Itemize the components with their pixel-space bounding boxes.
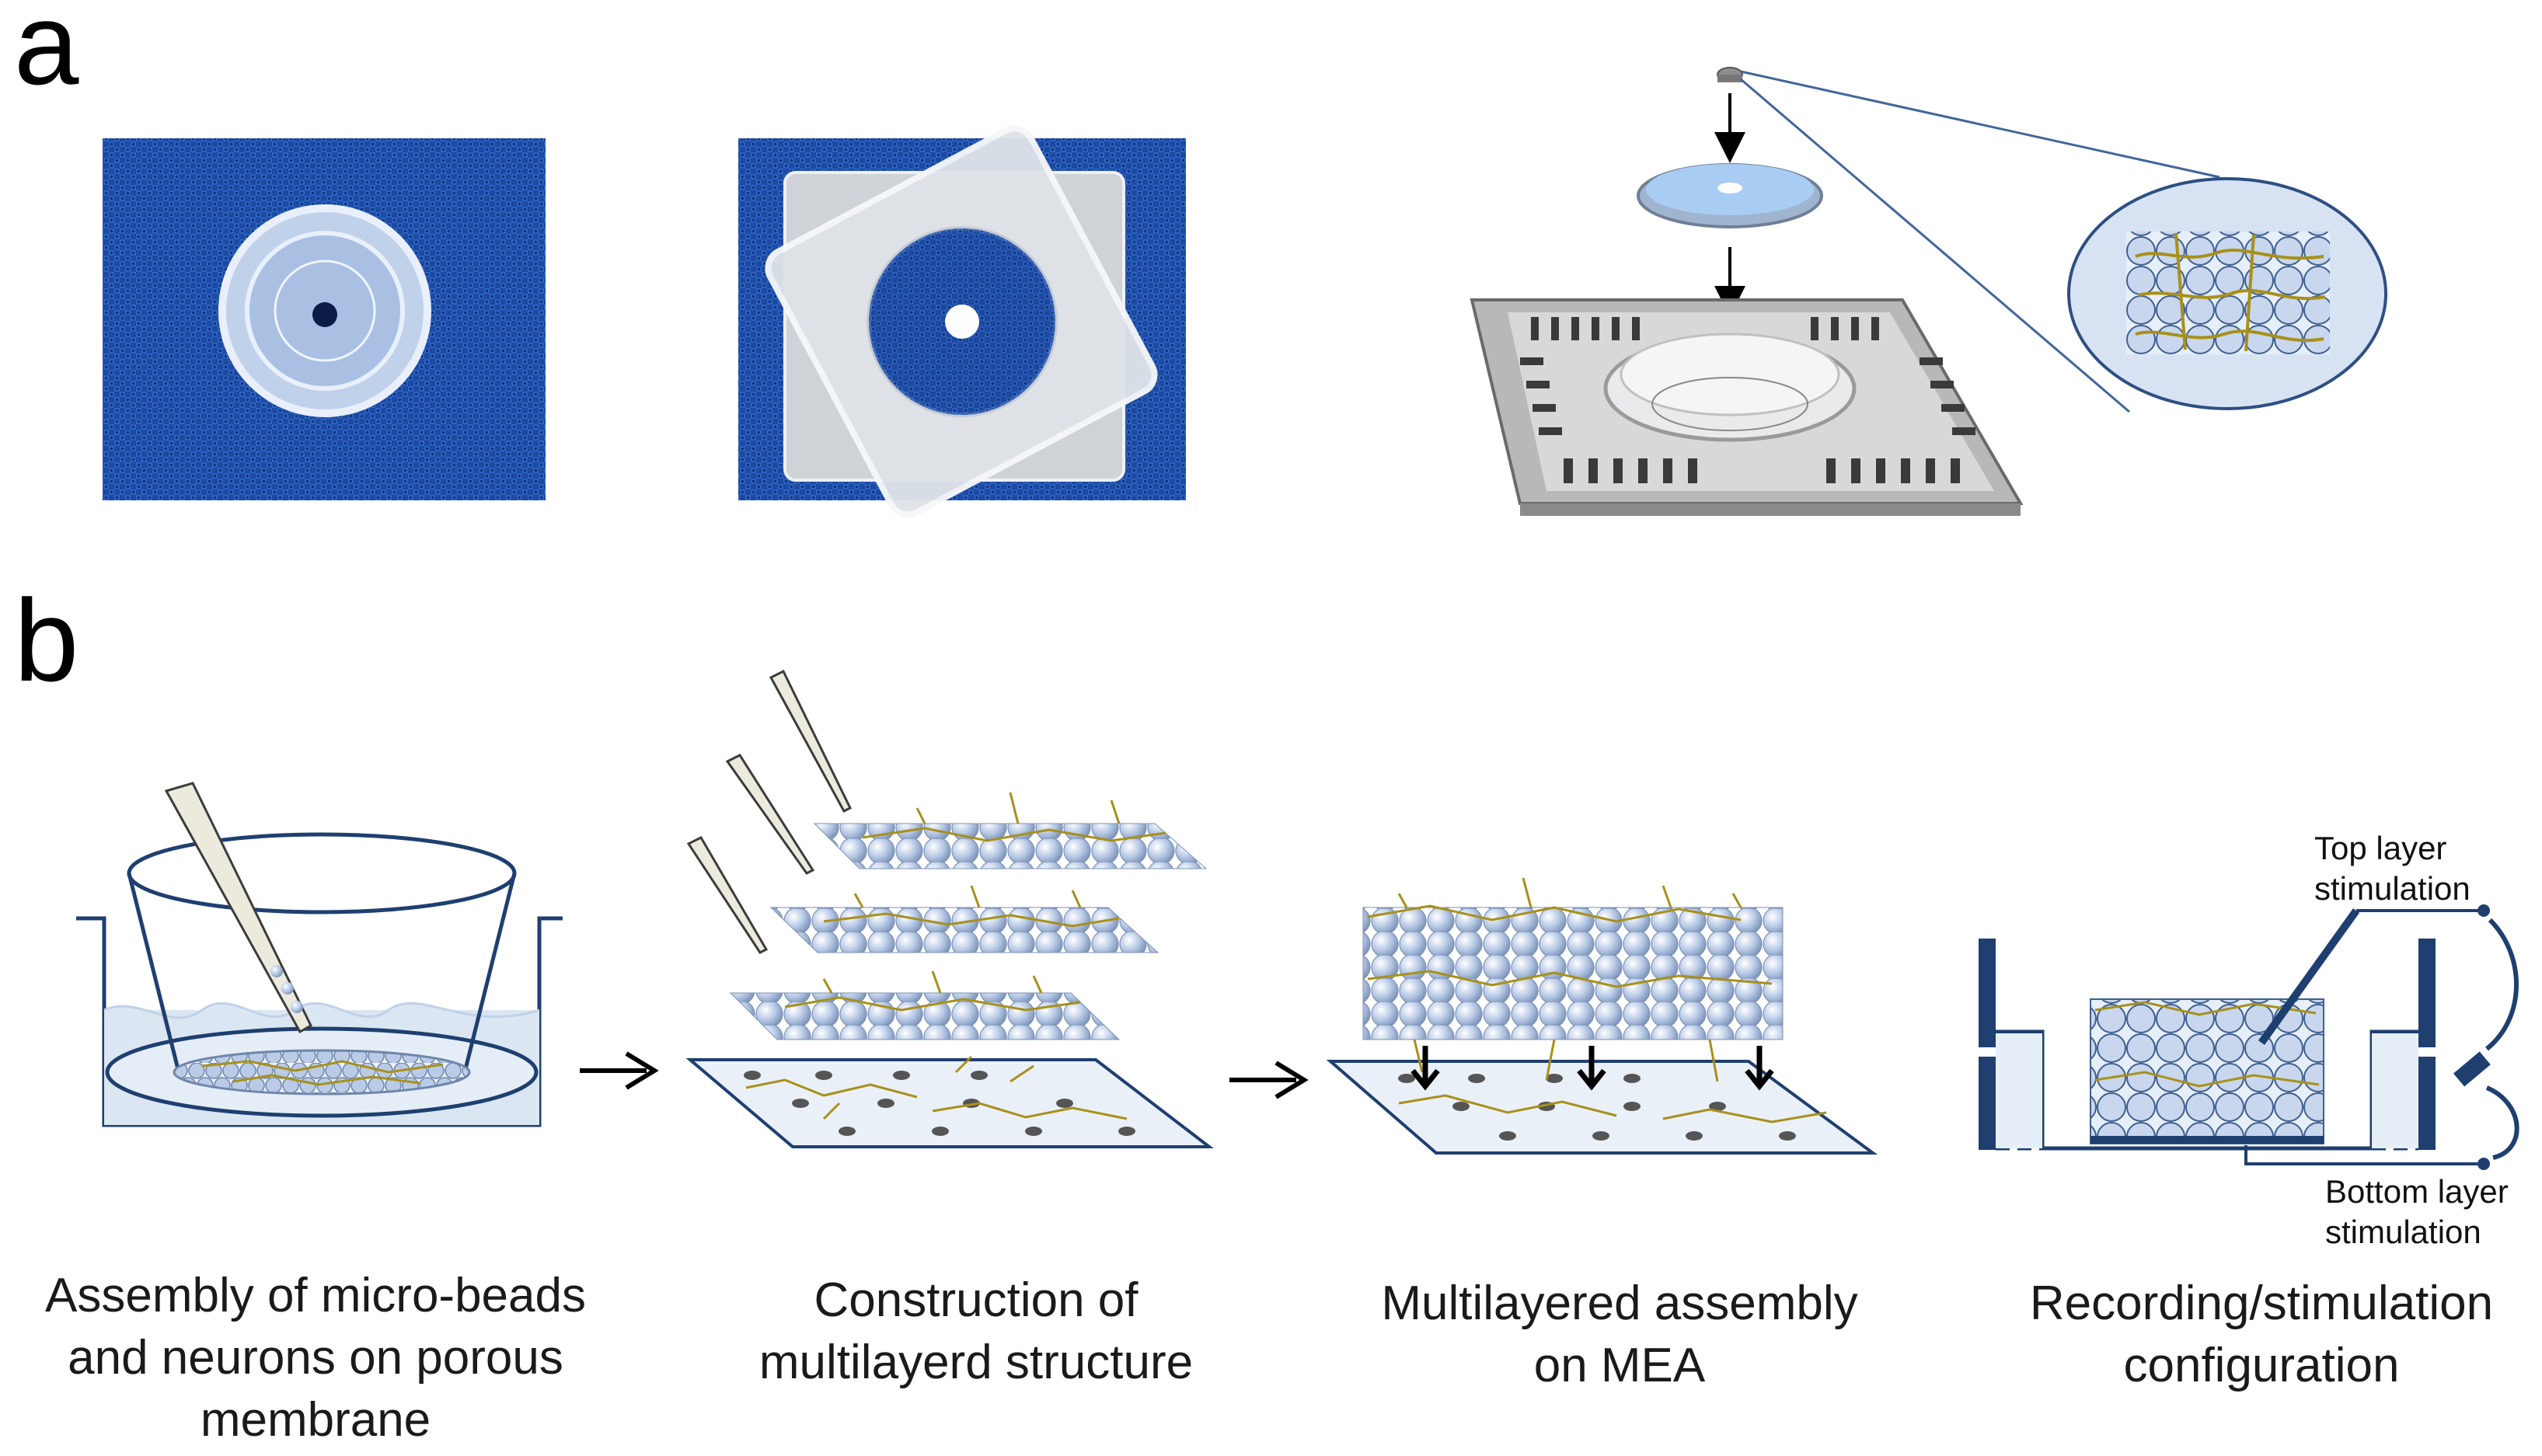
zoom-callout — [1740, 70, 2387, 413]
caption-step1-line2: and neurons on porous — [68, 1331, 563, 1385]
photo-square-holder — [738, 125, 1186, 518]
transwell-insert-diagram — [76, 782, 563, 1127]
caption-step2-line2: multilayerd structure — [759, 1336, 1193, 1389]
caption-step1-line1: Assembly of micro-beads — [45, 1269, 586, 1322]
caption-step2-line1: Construction of — [814, 1273, 1139, 1327]
caption-step4-line2: configuration — [2123, 1339, 2399, 1392]
step-arrow-2 — [1229, 1061, 1309, 1099]
caption-step1-line3: membrane — [201, 1393, 431, 1447]
caption-step1: Assembly of micro-beads and neurons on p… — [45, 1269, 586, 1447]
caption-step3: Multilayered assembly on MEA — [1381, 1277, 1857, 1392]
photo-round-insert — [103, 138, 546, 500]
multilayer-on-mea-diagram — [1326, 877, 1878, 1155]
label-bottom-layer-2: stimulation — [2325, 1214, 2481, 1250]
caption-step3-line1: Multilayered assembly — [1381, 1277, 1857, 1330]
label-bottom-layer-1: Bottom layer — [2325, 1173, 2509, 1210]
label-top-layer-1: Top layer — [2314, 830, 2446, 866]
caption-step4-line1: Recording/stimulation — [2030, 1277, 2493, 1330]
caption-step2: Construction of multilayerd structure — [759, 1273, 1193, 1389]
panel-letter-a: a — [14, 0, 79, 109]
recording-configuration-diagram: Top layer stimulation Bottom layer stimu… — [1979, 830, 2519, 1250]
exploded-mea-assembly — [1470, 67, 2024, 516]
multilayer-construction-diagram — [685, 669, 1214, 1148]
step-arrow-1 — [580, 1051, 659, 1090]
label-top-layer-2: stimulation — [2314, 870, 2471, 907]
panel-letter-b: b — [14, 575, 78, 705]
caption-step4: Recording/stimulation configuration — [2030, 1277, 2493, 1392]
caption-step3-line2: on MEA — [1534, 1339, 1706, 1392]
